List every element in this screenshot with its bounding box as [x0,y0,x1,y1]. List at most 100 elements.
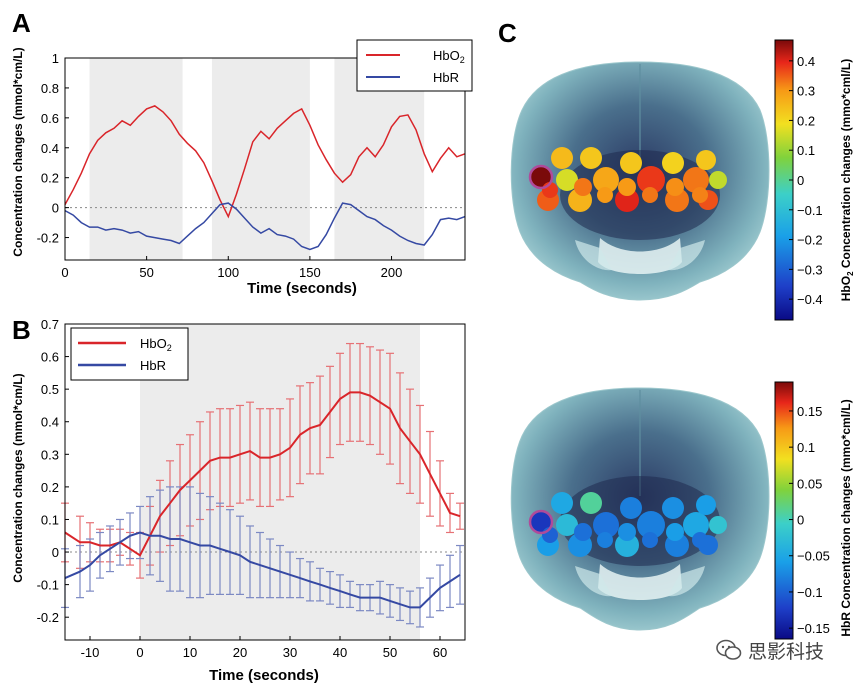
colorbar-tick-label: −0.4 [797,292,823,307]
panel-b-legend-hbr: HbR [140,358,166,373]
channel-8 [556,169,578,191]
channel-17 [574,178,592,196]
y-tick-label: 0.1 [41,512,59,527]
y-tick-label: -0.2 [37,610,59,625]
channel-4 [620,497,642,519]
x-tick-label: 0 [61,265,68,280]
x-tick-label: 50 [383,645,397,660]
y-tick-label: 0.4 [41,415,59,430]
channel-5 [662,497,684,519]
colorbar-tick-label: 0.3 [797,84,815,99]
channel-2 [551,147,573,169]
wechat-icon [716,639,742,660]
channel-9 [593,167,619,193]
panel-a-x-axis-label: Time (seconds) [247,280,357,297]
colorbar-tick-label: 0.1 [797,440,815,455]
panel-c-top-channels [528,147,727,212]
channel-3 [580,492,602,514]
panel-a-plot-frame [64,57,466,261]
channel-19 [666,523,684,541]
panel-a-y-ticks: -0.2 0 0.2 0.4 0.6 0.8 1 [37,51,69,246]
channel-6 [696,495,716,515]
panel-a-hbr-line [64,202,466,251]
panel-a-legend-hbo2: HbO2 [433,48,465,65]
a-shaded-block-1 [211,58,310,260]
y-tick-label: 0.7 [41,317,59,332]
channel-22 [642,532,658,548]
watermark-text: 思影科技 [748,640,825,663]
panel-label-c: C [498,18,517,48]
panel-c-top-colorbar: 0.4 0.3 0.2 0.1 0 −0.1 −0.2 −0.3 −0.4 [774,39,823,321]
panel-b-hbo2-line [64,391,461,557]
y-tick-label: -0.2 [37,231,59,246]
y-tick-label: 0.2 [41,480,59,495]
panel-c-top-colorbar-label: HbO2 Concentration changes (mmo*cml/L) [839,59,855,302]
channel-1 [531,512,551,532]
colorbar-tick-label: 0.15 [797,404,822,419]
x-tick-label: 100 [217,265,239,280]
panel-label-b: B [12,315,31,345]
colorbar-tick-label: 0.05 [797,476,822,491]
panel-c-bottom-brain-map: 0.15 0.1 0.05 0 −0.05 −0.1 −0.15 HbR Concentra… [510,381,853,640]
panel-a-shaded-blocks [89,58,425,260]
y-tick-label: 0.5 [41,382,59,397]
x-tick-label: 200 [381,265,403,280]
colorbar-tick-label: −0.15 [797,621,830,636]
panel-b-legend: HbO2 HbR [70,327,189,381]
x-tick-label: 0 [136,645,143,660]
panel-c-top-brain-map: 0.4 0.3 0.2 0.1 0 −0.1 −0.2 −0.3 −0.4 HbO2 Conce… [510,39,855,321]
y-tick-label: 1 [52,51,59,66]
highlighted-channel-ring [528,509,554,535]
panel-a-y-axis-label: Concentration changes (mmol*cm/L) [11,47,25,256]
channel-6 [696,150,716,170]
colorbar-tick-label: 0 [797,173,804,188]
x-tick-label: 20 [233,645,247,660]
colorbar-tick-label: 0.4 [797,54,815,69]
panel-b-x-ticks: -10 0 10 20 30 40 50 60 [81,636,447,660]
channel-21 [597,532,613,548]
panel-b-hbr-line [64,531,461,609]
channel-4 [620,152,642,174]
channel-8 [556,514,578,536]
channel-14 [615,533,639,557]
panel-a-x-ticks: 0 50 100 150 200 [61,256,402,280]
panel-a-hbo2-line [64,105,466,219]
colorbar-tick-label: −0.1 [797,203,823,218]
panel-c-bottom-colorbar-label: HbR Concentration changes (mmo*cml/L) [839,399,853,636]
a-shaded-block-0 [89,58,183,260]
panel-b-x-axis-label: Time (seconds) [209,667,319,684]
panel-c-bottom-colorbar: 0.15 0.1 0.05 0 −0.05 −0.1 −0.15 [774,381,830,640]
y-tick-label: 0.6 [41,350,59,365]
y-tick-label: 0.8 [41,81,59,96]
panel-b-chart: -10 0 10 20 30 40 50 60 -0.2 -0.1 0 0.1 0.2 0.3 0.4 0.… [11,317,466,684]
colorbar-tick-label: 0.1 [797,143,815,158]
y-tick-label: 0 [52,201,59,216]
x-tick-label: 60 [433,645,447,660]
highlighted-channel-ring [528,164,554,190]
y-tick-label: 0.2 [41,171,59,186]
panel-a-chart: 0 50 100 150 200 -0.2 0 0.2 0.4 0.6 0.8 1 Time (se… [11,39,473,297]
colorbar-tick-label: −0.1 [797,585,823,600]
channel-10 [637,511,665,539]
panel-b-y-ticks: -0.2 -0.1 0 0.1 0.2 0.3 0.4 0.5 0.6 0.7 [37,317,69,625]
x-tick-label: 30 [283,645,297,660]
channel-7 [709,171,727,189]
colorbar [774,381,794,640]
channel-14 [615,188,639,212]
panel-b-legend-hbo2: HbO2 [140,336,172,353]
channel-10 [637,166,665,194]
y-tick-label: 0.3 [41,447,59,462]
a-shaded-block-2 [334,58,425,260]
channel-7 [709,516,727,534]
channel-23 [692,187,708,203]
channel-18 [618,178,636,196]
x-tick-label: 40 [333,645,347,660]
channel-5 [662,152,684,174]
x-tick-label: 50 [139,265,153,280]
panel-a-legend: HbO2 HbR [356,39,473,92]
channel-21 [597,187,613,203]
channel-22 [642,187,658,203]
watermark: 思影科技 [716,636,856,664]
channel-18 [618,523,636,541]
panel-label-a: A [12,8,31,38]
